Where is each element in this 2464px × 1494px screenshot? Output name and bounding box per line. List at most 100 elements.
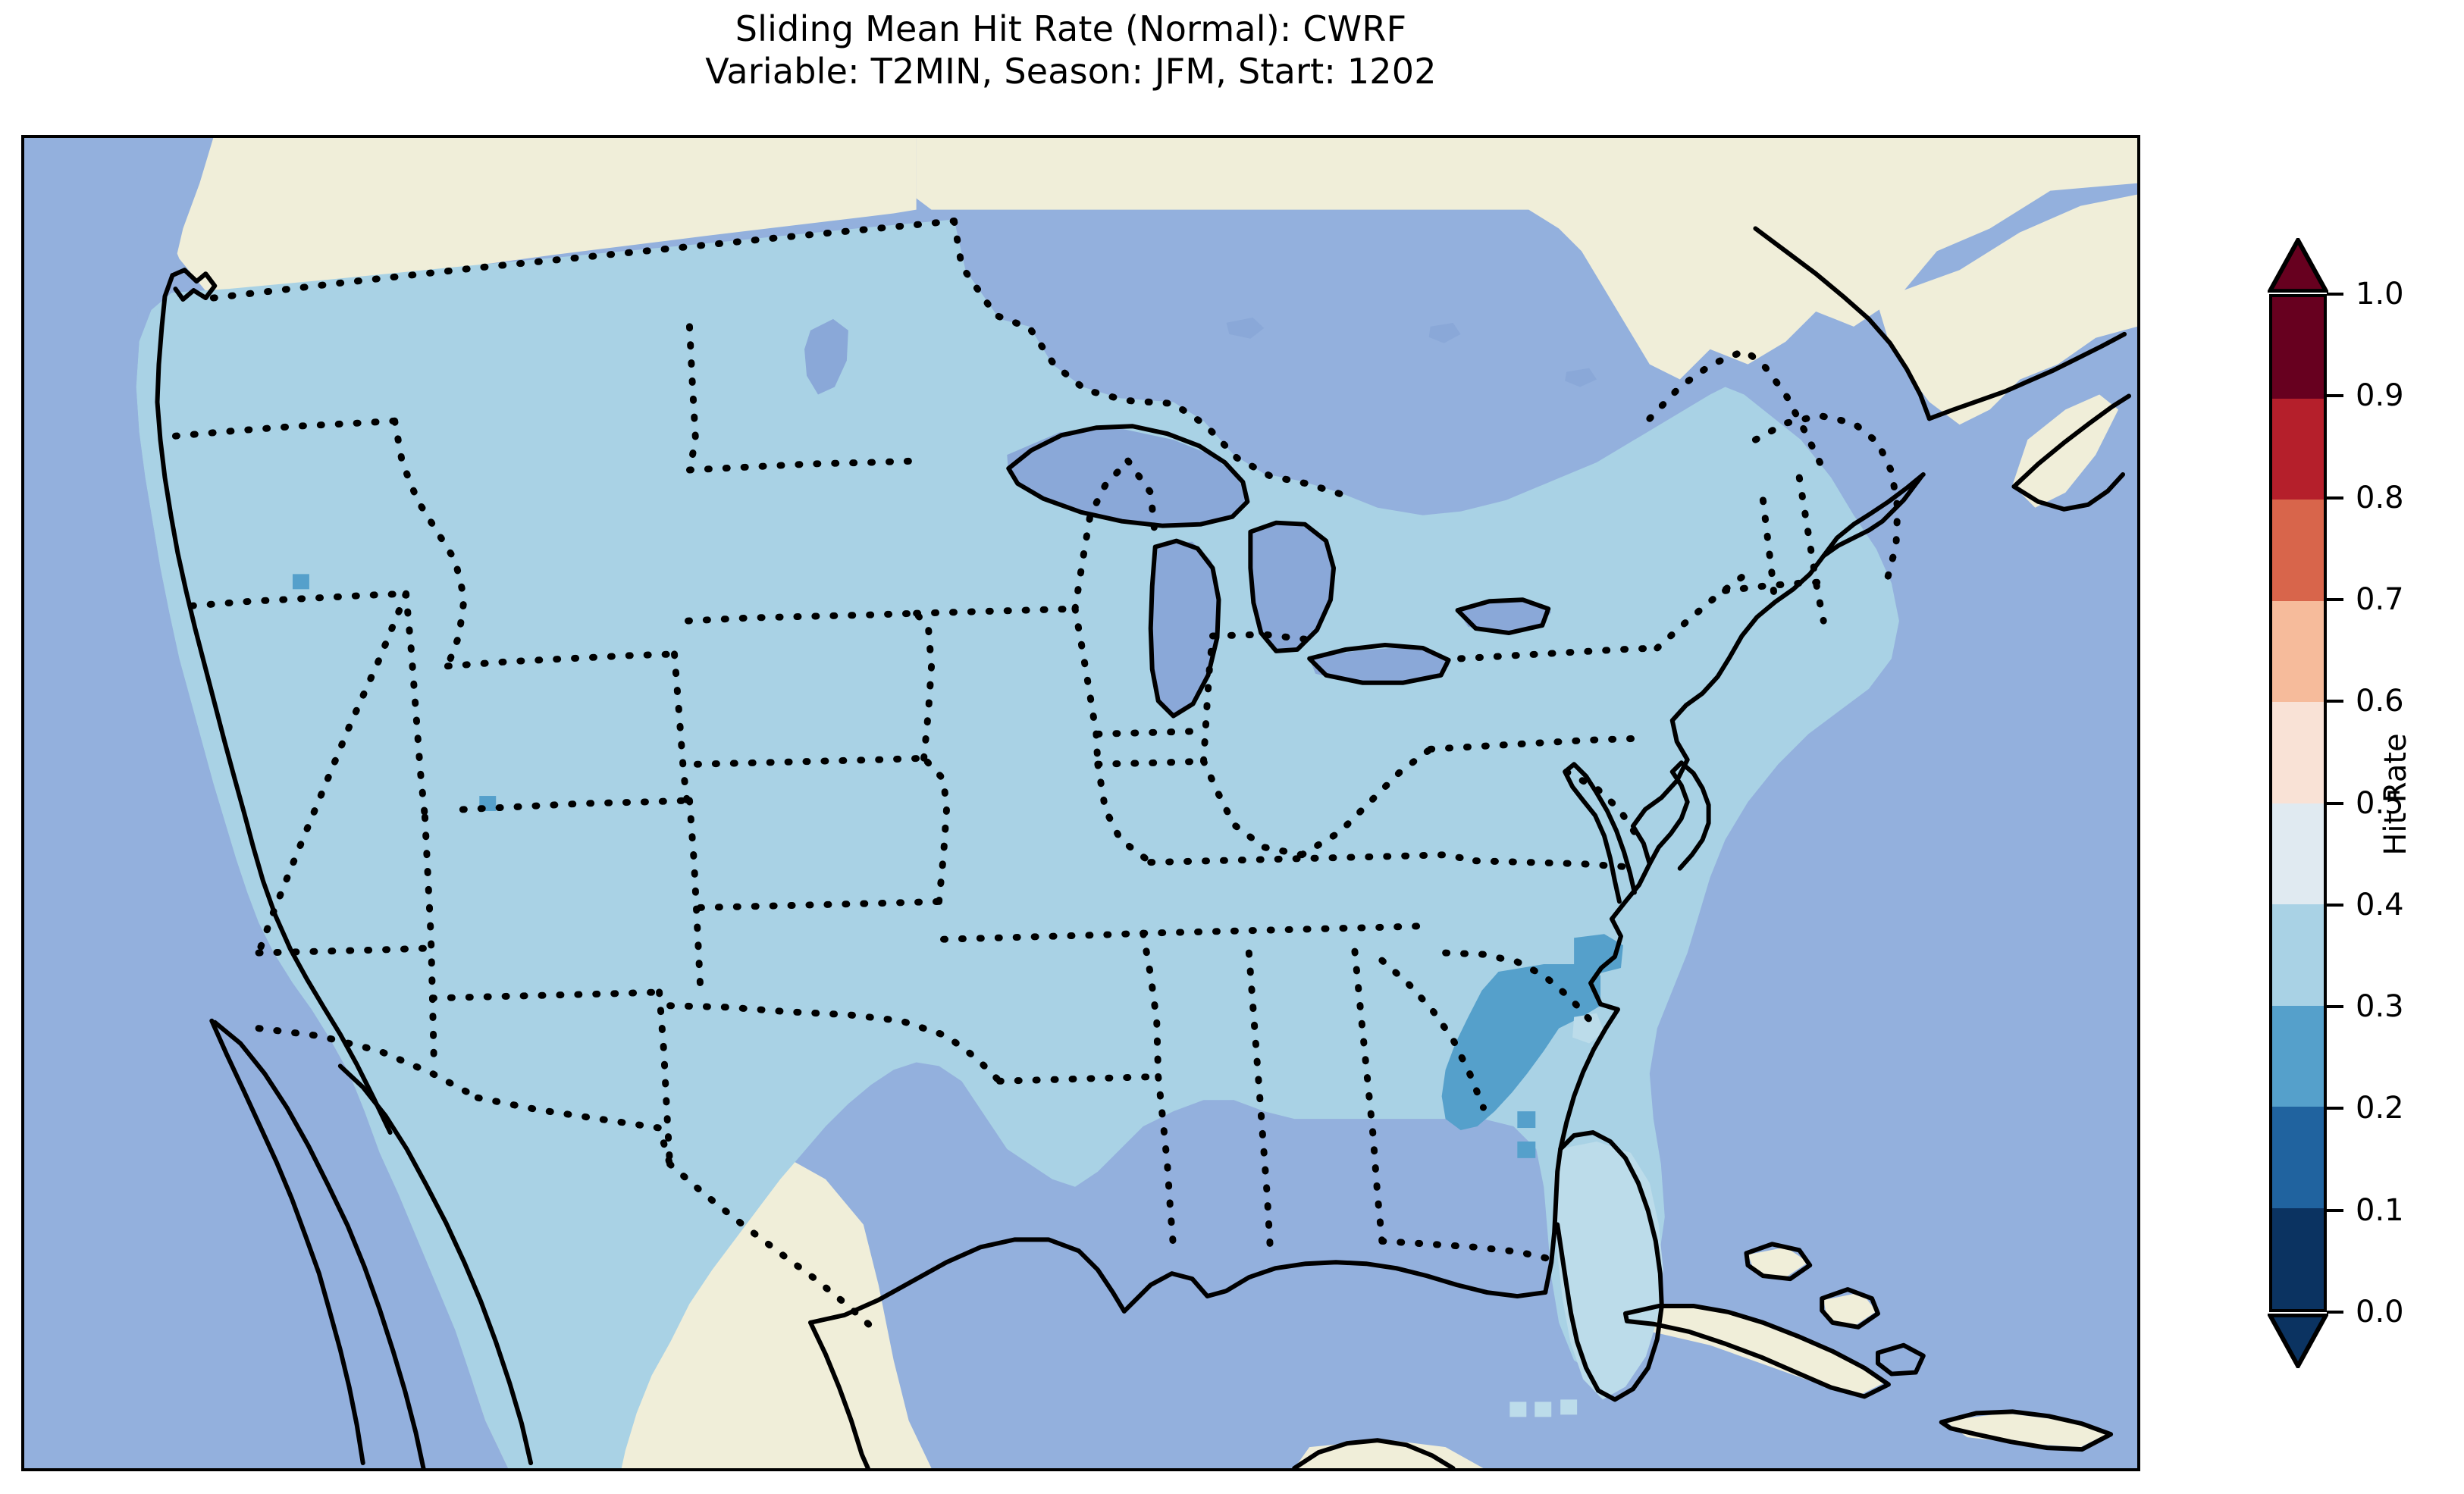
coastline-baja-west [209, 1018, 365, 1466]
coastline-bahamas-3 [1875, 1342, 1926, 1377]
colorbar-band-3 [2272, 904, 2324, 1006]
small-lake-b [1428, 322, 1461, 343]
canada-landmass [137, 138, 2137, 380]
border-oh-wv [1298, 745, 1434, 859]
border-mi-oh-in [1209, 631, 1313, 644]
coastline-nova-scotia-2 [2011, 471, 2126, 512]
coastline-st-lawrence [1753, 226, 1932, 421]
coastline-yucatan [1292, 1438, 1456, 1468]
pacific-nw-coast-notch [136, 138, 214, 278]
lake-michigan [1152, 541, 1219, 716]
tick-label: 0.3 [2356, 989, 2404, 1025]
border-wi-mi [1124, 457, 1159, 542]
coastline-lake-michigan [1148, 538, 1221, 719]
coastal-north-carolina-cells [1574, 934, 1623, 974]
colorbar-under-extension [2268, 1314, 2328, 1368]
border-il-in [1094, 757, 1208, 768]
georgia-isolated-cell-2 [1517, 1141, 1536, 1158]
pacific-ocean-overlay [24, 138, 509, 1468]
border-mo-ar [940, 929, 1147, 943]
nevada-isolated-cell [292, 574, 309, 590]
colorbar-tick-3: 0.3 [2327, 991, 2404, 1022]
tick-mark [2327, 496, 2343, 500]
bahamas-island-1 [1748, 1247, 1809, 1278]
figure-title: Sliding Mean Hit Rate (Normal): CWRF Var… [0, 8, 2142, 92]
border-ne-canada [1646, 346, 1827, 474]
border-ia-il [1071, 605, 1102, 768]
border-ok-tx [666, 1002, 1003, 1085]
lake-ontario [1456, 602, 1552, 633]
map-canvas [24, 138, 2137, 1468]
colorbar-band-4 [2272, 803, 2324, 904]
border-sc-ga [1378, 957, 1487, 1111]
border-nc-sc [1442, 949, 1593, 1023]
colorbar-axis-label: Hit Rate [2378, 733, 2413, 856]
tick-mark [2327, 801, 2343, 805]
colorbar[interactable]: 0.0 0.1 0.2 0.3 0.4 0.5 [2268, 238, 2404, 1368]
canada-east-maritime [1876, 194, 2137, 425]
colorbar-tick-2: 0.2 [2327, 1093, 2404, 1123]
tick-mark [2327, 394, 2343, 398]
coastline-lake-ontario [1455, 597, 1551, 636]
border-pa-ny [1457, 644, 1661, 662]
colorbar-band-5 [2272, 702, 2324, 803]
border-wy-sd [671, 650, 691, 813]
colorbar-bands [2269, 294, 2327, 1312]
tick-mark [2327, 1311, 2343, 1314]
small-lake-a [1226, 317, 1265, 339]
colorbar-tick-8: 0.8 [2327, 483, 2404, 513]
colorbar-band-6 [2272, 600, 2324, 702]
lake-huron [1249, 522, 1333, 651]
tick-label: 1.0 [2356, 277, 2404, 312]
colorbar-band-9 [2272, 297, 2324, 399]
border-us-canada [209, 218, 958, 302]
coastline-pacific [155, 273, 393, 1135]
border-ms-al [1245, 949, 1274, 1251]
border-ks-mo [920, 754, 951, 905]
colorbar-tick-7: 0.7 [2327, 584, 2404, 615]
colorbar-tick-group: 0.0 0.1 0.2 0.3 0.4 0.5 [2327, 279, 2464, 1327]
border-wy-co [459, 797, 693, 813]
border-sd-ne [684, 609, 920, 625]
border-ma-ct-ri [1722, 578, 1836, 594]
border-mn-wi [1071, 457, 1132, 612]
border-ne-ks [693, 754, 928, 768]
border-or-ca [188, 590, 410, 609]
map-axes[interactable] [21, 135, 2140, 1471]
georgia-isolated-cell-1 [1517, 1111, 1536, 1129]
coastline-mexico-gulf [808, 1320, 870, 1468]
coastline-new-england [1821, 473, 1924, 559]
coastline-bahamas-1 [1744, 1242, 1813, 1282]
tick-mark [2327, 293, 2343, 296]
border-ut-az [255, 944, 428, 957]
coastline-florida [1543, 1130, 1664, 1402]
coastline-atlantic [1558, 471, 1926, 1151]
colorbar-tick-0: 0.0 [2327, 1297, 2404, 1327]
cuba-island [1626, 1303, 1884, 1395]
border-wa-or [171, 417, 399, 440]
colorbar-tick-4: 0.4 [2327, 890, 2404, 920]
sc-coast-light-fringe [1572, 1013, 1605, 1044]
small-lake-c [1565, 368, 1597, 387]
border-tx-mexico [666, 1160, 882, 1337]
colorbar-over-extension [2268, 238, 2328, 293]
border-la-ms [1155, 1073, 1177, 1251]
tick-label: 0.9 [2356, 378, 2404, 414]
coastline-baja-east [212, 1019, 426, 1468]
tick-label: 0.1 [2356, 1192, 2404, 1228]
border-ar-ms [1140, 929, 1162, 1080]
tick-mark [2327, 903, 2343, 907]
border-al-ga [1351, 947, 1386, 1245]
canada-west [137, 138, 917, 301]
coastline-layer [155, 226, 2132, 1468]
coastline-puget-sound [170, 268, 218, 302]
gulf-coast-cell-3 [1560, 1399, 1578, 1415]
tick-mark [2327, 1208, 2343, 1212]
colorbar-band-8 [2272, 398, 2324, 500]
border-in-ky [1200, 757, 1306, 859]
tick-label: 0.4 [2356, 887, 2404, 922]
conus-data-field [136, 219, 1899, 1468]
border-mt-nd [685, 323, 699, 474]
lake-superior [1007, 428, 1249, 525]
border-md-va [1563, 768, 1638, 836]
